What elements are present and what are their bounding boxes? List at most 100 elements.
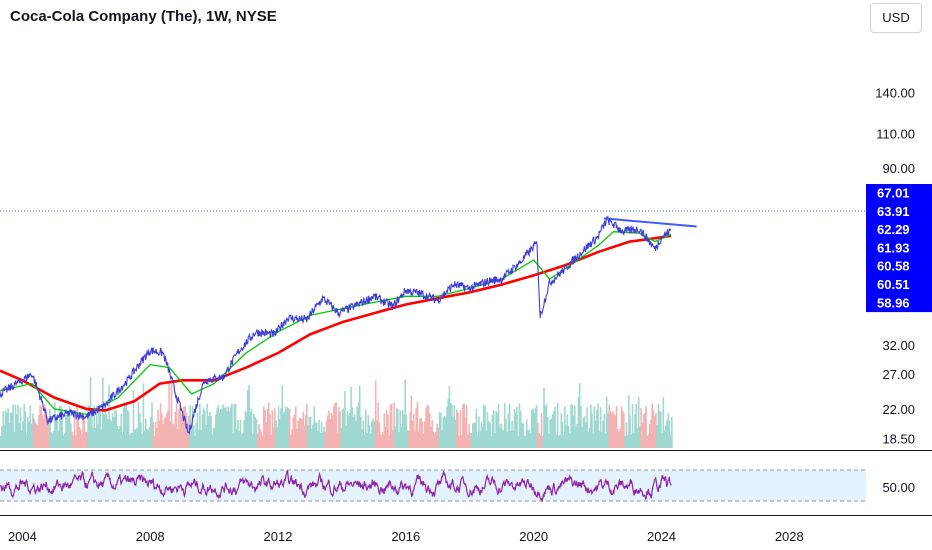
volume-bar: [151, 402, 153, 448]
volume-bar: [311, 428, 313, 448]
volume-bar: [138, 413, 141, 448]
volume-bar: [421, 421, 424, 448]
volume-bar: [539, 435, 542, 448]
volume-bar: [561, 422, 564, 448]
volume-bar: [4, 410, 7, 448]
volume-bar: [594, 420, 597, 448]
volume-bar: [572, 415, 575, 448]
volume-bar: [3, 424, 6, 448]
volume-bar: [62, 435, 65, 448]
trendline[interactable]: [603, 217, 697, 228]
volume-bar: [397, 409, 399, 448]
price-tick-label: 110.00: [876, 127, 915, 142]
volume-bar: [656, 425, 658, 448]
volume-bar: [658, 410, 661, 448]
volume-bar: [334, 403, 336, 448]
volume-bar: [242, 432, 244, 448]
volume-bar: [347, 415, 350, 448]
volume-bar: [444, 417, 447, 448]
volume-bar: [367, 415, 370, 448]
volume-bar: [335, 402, 338, 448]
volume-bar: [404, 379, 406, 448]
volume-bar: [153, 435, 156, 448]
volume-bar: [92, 427, 94, 448]
volume-bar: [394, 426, 397, 448]
volume-bar: [671, 416, 673, 448]
rsi-tick-label: 50.00: [882, 480, 915, 495]
volume-bar: [413, 413, 415, 448]
volume-bar: [363, 434, 366, 448]
volume-bar: [70, 423, 72, 448]
volume-bar: [483, 404, 485, 448]
volume-bar: [513, 409, 516, 448]
time-tick-label: 2012: [264, 529, 293, 544]
volume-bar: [317, 430, 319, 448]
volume-bar: [558, 435, 560, 448]
volume-bar: [277, 406, 280, 448]
volume-bar: [582, 417, 585, 448]
time-tick-label: 2008: [136, 529, 165, 544]
volume-bar: [441, 429, 443, 448]
volume-bar: [358, 385, 361, 448]
volume-bar: [106, 419, 109, 448]
volume-bar: [177, 429, 179, 448]
price-tick-label: 18.50: [882, 432, 915, 447]
volume-bar: [320, 422, 323, 448]
volume-bar: [448, 385, 451, 448]
volume-bar: [392, 429, 394, 448]
volume-bar: [61, 410, 64, 448]
volume-bar: [45, 411, 48, 448]
volume-bar: [30, 423, 33, 448]
volume-bar: [261, 435, 264, 448]
volume-bar: [73, 414, 76, 448]
volume-bar: [540, 413, 543, 448]
volume-bar: [104, 404, 107, 448]
volume-bar: [148, 426, 151, 448]
volume-bar: [433, 434, 436, 448]
volume-bar: [210, 415, 212, 448]
volume-bar: [318, 419, 320, 448]
volume-bar: [452, 416, 454, 448]
volume-bar: [290, 434, 292, 448]
volume-bar: [308, 416, 311, 448]
volume-bar: [376, 420, 378, 448]
volume-bar: [51, 433, 54, 448]
volume-bar: [548, 433, 550, 448]
volume-bar: [366, 433, 368, 448]
volume-bar: [576, 424, 578, 448]
volume-bar: [484, 405, 486, 448]
volume-bar: [237, 420, 239, 448]
volume-bar: [518, 403, 521, 448]
volume-bar: [172, 423, 174, 448]
volume-bar: [206, 403, 209, 448]
volume-bar: [384, 426, 387, 448]
volume-bar: [601, 432, 603, 448]
volume-bar: [33, 418, 35, 448]
volume-bar: [351, 407, 354, 448]
volume-bar: [312, 424, 314, 448]
volume-bar: [559, 434, 561, 448]
volume-bar: [388, 435, 390, 448]
volume-bar: [1, 426, 3, 448]
volume-bar: [200, 430, 202, 448]
volume-bar: [365, 409, 367, 448]
volume-bar: [193, 425, 195, 448]
volume-bar: [449, 402, 452, 448]
volume-bar: [542, 435, 544, 448]
volume-bar: [631, 403, 634, 448]
volume-bar: [571, 405, 574, 448]
volume-bar: [82, 412, 84, 448]
volume-bar: [216, 408, 218, 448]
volume-bar: [105, 414, 108, 448]
volume-bar: [635, 403, 637, 448]
currency-button[interactable]: USD: [870, 3, 922, 33]
volume-bar: [238, 431, 240, 448]
volume-bar: [395, 407, 398, 448]
volume-bar: [280, 408, 282, 448]
volume-bar: [586, 407, 588, 448]
volume-bar: [145, 418, 147, 448]
volume-bar: [243, 420, 245, 448]
volume-bar: [524, 435, 527, 448]
volume-bar: [205, 424, 207, 448]
